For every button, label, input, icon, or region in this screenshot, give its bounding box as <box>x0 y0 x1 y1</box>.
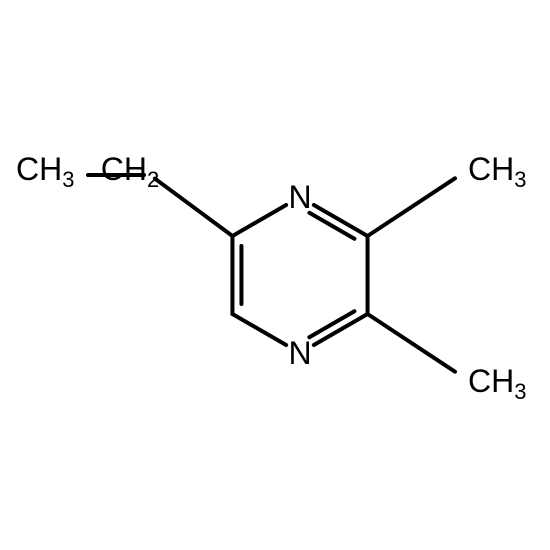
atom-label-N2: N <box>288 335 311 371</box>
atom-label-N1: N <box>288 179 311 215</box>
molecule-diagram: NNCH3CH3CH2CH3 <box>0 0 550 550</box>
canvas-background <box>0 0 550 550</box>
